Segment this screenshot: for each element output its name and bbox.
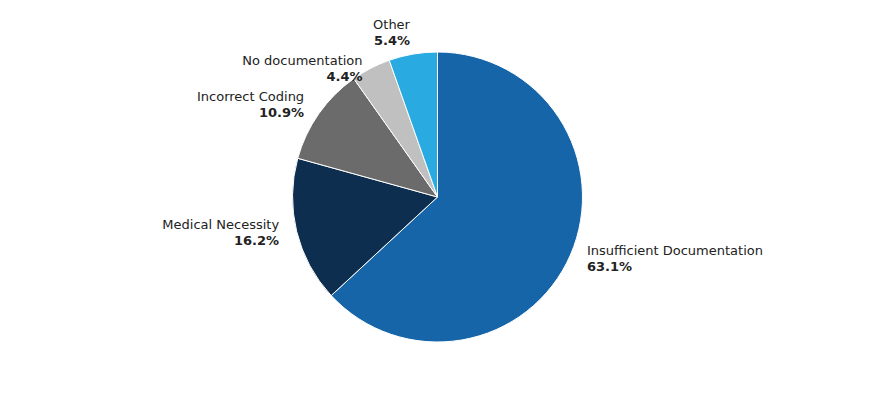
slice-category: Insufficient Documentation — [587, 243, 763, 258]
pie-slice — [389, 52, 437, 197]
slice-category: Medical Necessity — [162, 217, 279, 232]
slice-value: 4.4% — [327, 69, 363, 84]
slice-value: 5.4% — [374, 33, 410, 48]
chart: Insufficient Documentation63.1% Medical N… — [0, 0, 875, 394]
slice-label: Insufficient Documentation63.1% — [587, 243, 763, 274]
slice-label: No documentation4.4% — [242, 53, 362, 84]
slice-category: Incorrect Coding — [197, 89, 304, 104]
data-labels: Insufficient Documentation63.1% Medical N… — [162, 17, 763, 274]
slice-category: Other — [373, 17, 411, 32]
slice-category: No documentation — [242, 53, 362, 68]
slice-value: 63.1% — [587, 259, 632, 274]
slice-label: Medical Necessity16.2% — [162, 217, 279, 248]
slices — [293, 52, 583, 342]
slice-value: 10.9% — [259, 105, 304, 120]
slice-value: 16.2% — [234, 233, 279, 248]
slice-label: Other5.4% — [373, 17, 411, 48]
chart-container: Insufficient Documentation63.1% Medical N… — [0, 0, 875, 394]
slice-label: Incorrect Coding10.9% — [197, 89, 304, 120]
